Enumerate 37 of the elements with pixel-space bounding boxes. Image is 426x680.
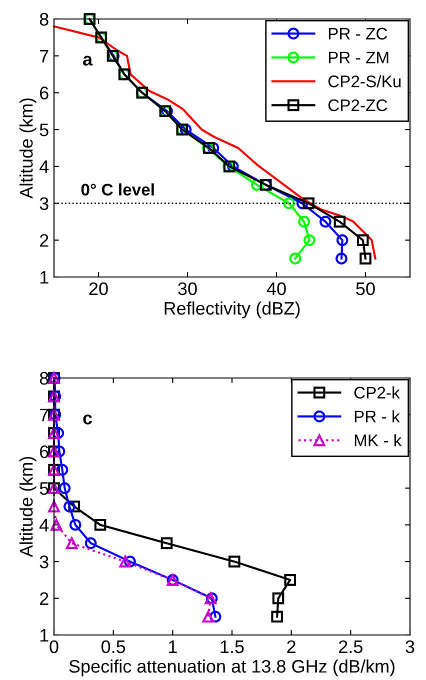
y-tick-label: 4: [40, 160, 49, 173]
y-tick-label: 4: [40, 518, 49, 532]
x-tick-label: 2: [287, 640, 296, 653]
x-tick-label: 1.5: [220, 640, 244, 654]
x-tick-label: 30: [178, 282, 197, 296]
x-tick-label: 0.5: [101, 640, 126, 654]
y-tick-label: 2: [40, 592, 48, 605]
annotation: a: [83, 56, 93, 66]
legend-label: PR - ZC: [328, 28, 388, 40]
y-tick-label: 2: [40, 234, 48, 247]
legend-label: PR - ZM: [328, 52, 388, 64]
legend-label: PR - k: [354, 410, 400, 422]
y-axis-title: Altitude (km): [19, 98, 36, 199]
y-axis-title: Altitude (km): [19, 456, 36, 558]
y-tick-label: 5: [40, 124, 48, 136]
x-tick-label: 3: [406, 640, 414, 654]
x-axis-title: Specific attenuation at 13.8 GHz (dB/km): [69, 659, 394, 676]
y-tick-label: 3: [40, 197, 48, 210]
x-axis-title: Reflectivity (dBZ): [164, 301, 300, 318]
ref-line-label: 0° C level: [81, 183, 154, 196]
x-tick-label: 50: [356, 282, 375, 296]
x-tick-label: 20: [89, 282, 108, 296]
legend-label: CP2-S/Ku: [328, 75, 401, 88]
y-tick-label: 7: [40, 50, 48, 62]
x-tick-label: 1: [169, 640, 177, 653]
x-tick-label: 0: [50, 640, 58, 654]
legend-label: CP2-ZC: [328, 99, 388, 112]
legend-label: CP2-k: [354, 386, 400, 399]
legend-label: MK - k: [354, 434, 402, 446]
y-tick-label: 1: [40, 271, 48, 284]
x-tick-label: 40: [266, 282, 286, 296]
annotation: c: [83, 414, 92, 424]
x-tick-label: 2.5: [339, 640, 362, 654]
y-tick-label: 3: [40, 556, 48, 568]
y-tick-label: 1: [40, 629, 48, 642]
y-tick-label: 6: [40, 86, 48, 100]
y-tick-label: 8: [40, 12, 48, 26]
